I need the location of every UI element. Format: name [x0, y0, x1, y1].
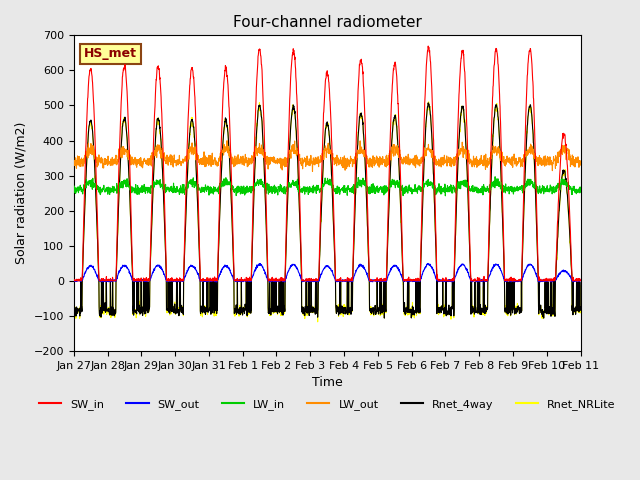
- Rnet_4way: [353, 168, 360, 174]
- Rnet_NRLite: [342, 304, 349, 310]
- SW_in: [424, 43, 432, 49]
- Rnet_NRLite: [475, 311, 483, 317]
- SW_in: [532, 186, 540, 192]
- Rnet_NRLite: [577, 304, 584, 310]
- Line: LW_out: LW_out: [74, 141, 580, 171]
- LW_out: [308, 168, 316, 174]
- LW_out: [577, 161, 584, 167]
- LW_out: [475, 157, 483, 163]
- SW_in: [577, 278, 584, 284]
- SW_out: [532, 270, 540, 276]
- Rnet_4way: [547, 309, 554, 314]
- SW_in: [70, 277, 77, 283]
- LW_in: [70, 188, 77, 193]
- Line: Rnet_NRLite: Rnet_NRLite: [74, 102, 580, 322]
- Text: HS_met: HS_met: [84, 48, 137, 60]
- Y-axis label: Solar radiation (W/m2): Solar radiation (W/m2): [15, 122, 28, 264]
- Rnet_4way: [474, 305, 482, 311]
- LW_out: [547, 157, 554, 163]
- Rnet_4way: [70, 308, 77, 313]
- LW_out: [532, 156, 540, 162]
- Line: SW_out: SW_out: [74, 264, 580, 282]
- SW_in: [211, 278, 219, 284]
- SW_in: [547, 278, 554, 284]
- Rnet_4way: [211, 305, 219, 311]
- SW_out: [475, 278, 483, 284]
- LW_out: [223, 138, 231, 144]
- LW_out: [342, 156, 349, 162]
- SW_out: [211, 279, 219, 285]
- SW_in: [353, 125, 360, 131]
- Line: Rnet_4way: Rnet_4way: [74, 103, 580, 318]
- LW_in: [353, 182, 360, 188]
- Rnet_4way: [540, 315, 548, 321]
- LW_out: [211, 156, 219, 162]
- Rnet_NRLite: [314, 319, 321, 324]
- SW_out: [266, 279, 274, 285]
- SW_out: [342, 279, 349, 285]
- SW_out: [424, 261, 432, 266]
- SW_out: [547, 277, 554, 283]
- LW_in: [492, 174, 499, 180]
- Rnet_4way: [532, 203, 540, 208]
- Legend: SW_in, SW_out, LW_in, LW_out, Rnet_4way, Rnet_NRLite: SW_in, SW_out, LW_in, LW_out, Rnet_4way,…: [35, 395, 620, 415]
- LW_out: [353, 155, 361, 161]
- SW_in: [475, 278, 483, 284]
- SW_out: [577, 277, 584, 283]
- Line: SW_in: SW_in: [74, 46, 580, 281]
- LW_in: [547, 182, 554, 188]
- LW_in: [532, 183, 540, 189]
- SW_in: [342, 278, 349, 284]
- Rnet_NRLite: [547, 309, 554, 315]
- Rnet_NRLite: [211, 312, 219, 318]
- Rnet_4way: [342, 308, 349, 313]
- SW_out: [353, 267, 360, 273]
- Rnet_NRLite: [353, 170, 360, 176]
- Title: Four-channel radiometer: Four-channel radiometer: [233, 15, 422, 30]
- LW_in: [577, 189, 584, 194]
- LW_in: [442, 193, 449, 199]
- Rnet_NRLite: [425, 99, 433, 105]
- LW_in: [211, 186, 219, 192]
- SW_in: [70, 278, 78, 284]
- Rnet_NRLite: [70, 309, 77, 315]
- Rnet_NRLite: [532, 210, 540, 216]
- Rnet_4way: [424, 100, 432, 106]
- LW_out: [70, 158, 77, 164]
- SW_out: [70, 277, 77, 283]
- LW_in: [474, 188, 482, 194]
- X-axis label: Time: Time: [312, 376, 342, 389]
- Rnet_4way: [577, 304, 584, 310]
- Line: LW_in: LW_in: [74, 177, 580, 196]
- LW_in: [342, 190, 349, 195]
